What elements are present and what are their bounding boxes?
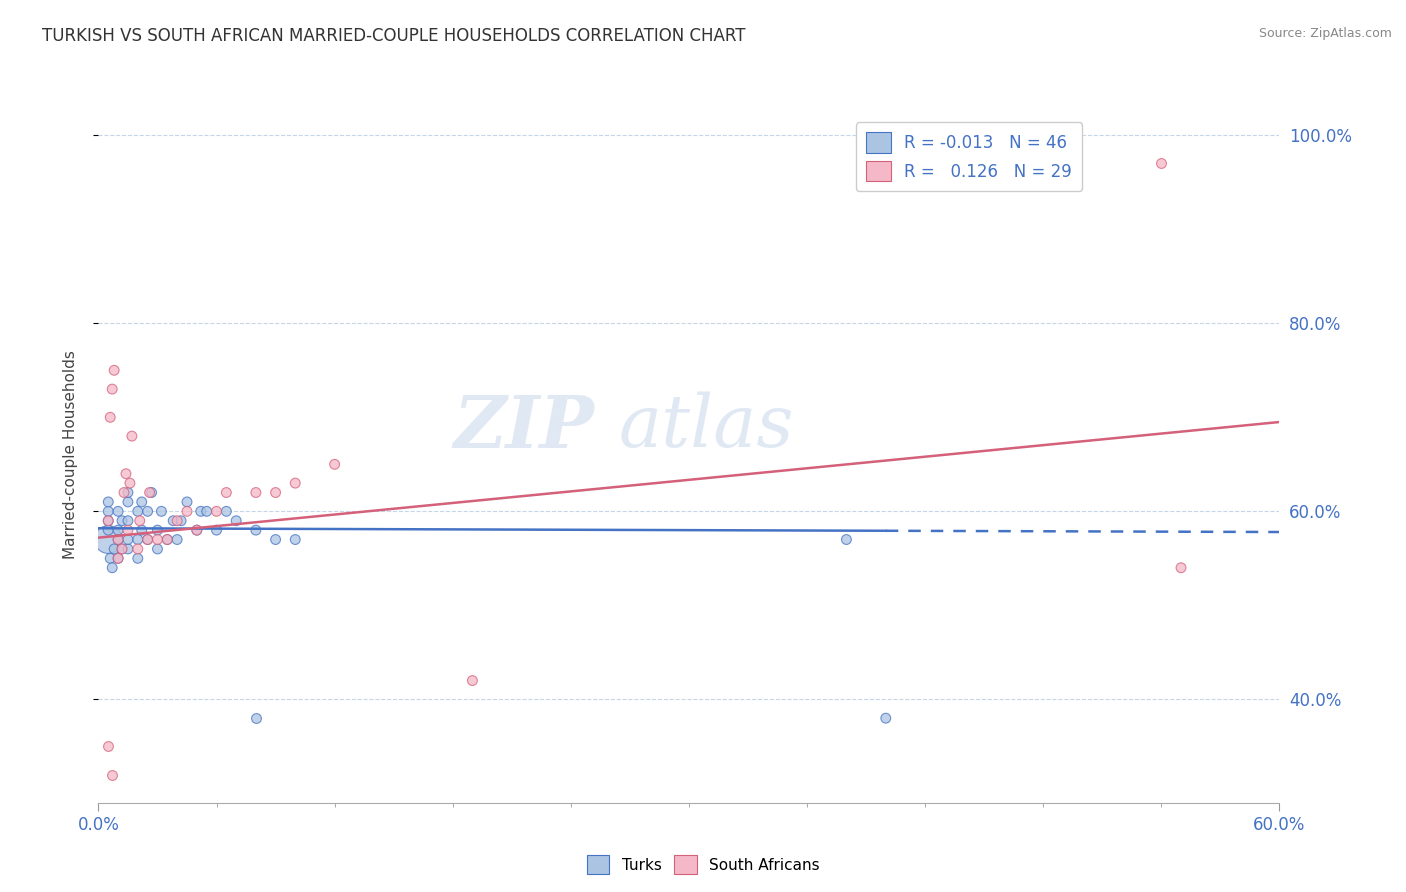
Point [117,514,139,528]
Point [111,541,134,556]
Point [107,551,129,566]
Point [166,533,188,547]
Point [1150,156,1173,170]
Point [461,673,484,688]
Point [98,551,121,566]
Point [138,485,160,500]
Point [121,429,143,443]
Point [264,533,287,547]
Point [97,514,120,528]
Point [117,533,139,547]
Point [170,514,193,528]
Point [225,514,247,528]
Point [118,476,141,491]
Point [127,551,149,566]
Point [131,495,153,509]
Point [127,541,149,556]
Point [162,514,184,528]
Point [101,560,124,574]
Point [205,523,228,537]
Point [117,485,139,500]
Point [323,458,346,472]
Point [107,533,129,547]
Point [131,523,153,537]
Point [136,504,159,518]
Point [146,523,169,537]
Point [136,533,159,547]
Point [195,504,218,518]
Point [97,523,120,537]
Text: atlas: atlas [619,392,793,462]
Point [245,523,267,537]
Point [97,533,120,547]
Point [156,533,179,547]
Point [98,410,121,425]
Point [111,514,134,528]
Point [97,514,120,528]
Point [127,504,149,518]
Point [141,485,163,500]
Point [136,533,159,547]
Point [97,739,120,754]
Point [146,541,169,556]
Point [117,541,139,556]
Text: TURKISH VS SOUTH AFRICAN MARRIED-COUPLE HOUSEHOLDS CORRELATION CHART: TURKISH VS SOUTH AFRICAN MARRIED-COUPLE … [42,27,745,45]
Point [245,711,267,725]
Point [101,767,124,781]
Point [284,476,307,491]
Text: Source: ZipAtlas.com: Source: ZipAtlas.com [1258,27,1392,40]
Point [101,382,124,396]
Point [215,485,238,500]
Y-axis label: Married-couple Households: Married-couple Households [63,351,77,559]
Point [97,504,120,518]
Point [215,504,238,518]
Point [107,551,129,566]
Legend: Turks, South Africans: Turks, South Africans [581,849,825,880]
Point [111,541,134,556]
Point [103,363,125,377]
Point [176,495,198,509]
Legend: R = -0.013   N = 46, R =   0.126   N = 29: R = -0.013 N = 46, R = 0.126 N = 29 [856,122,1083,191]
Point [112,485,135,500]
Text: ZIP: ZIP [454,392,595,463]
Point [284,533,307,547]
Point [107,504,129,518]
Point [97,495,120,509]
Point [245,485,267,500]
Point [117,523,139,537]
Point [107,523,129,537]
Point [1170,560,1192,574]
Point [146,533,169,547]
Point [127,533,149,547]
Point [205,504,228,518]
Point [150,504,173,518]
Point [835,533,858,547]
Point [115,467,138,481]
Point [186,523,208,537]
Point [107,533,129,547]
Point [128,514,150,528]
Point [176,504,198,518]
Point [190,504,212,518]
Point [117,495,139,509]
Point [264,485,287,500]
Point [166,514,188,528]
Point [103,541,125,556]
Point [186,523,208,537]
Point [156,533,179,547]
Point [875,711,897,725]
